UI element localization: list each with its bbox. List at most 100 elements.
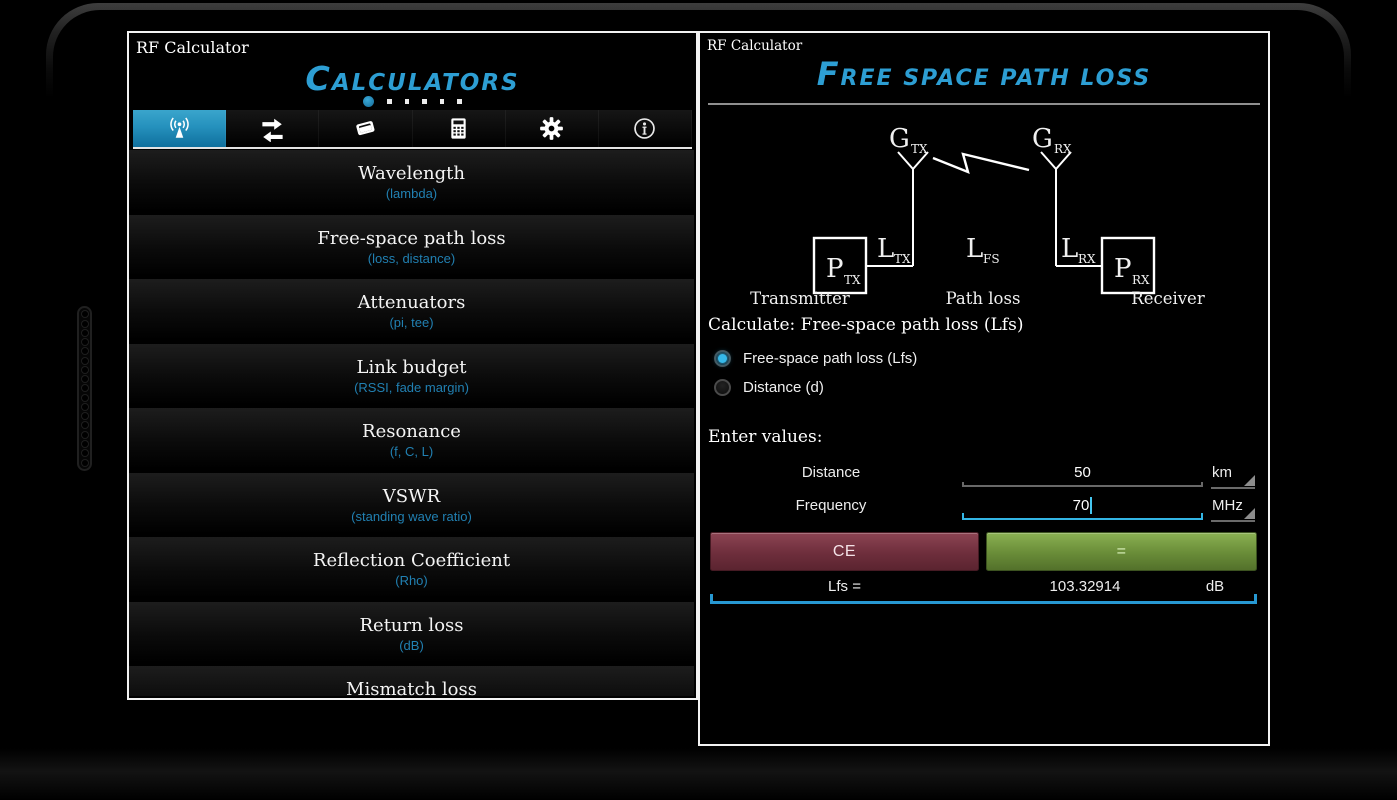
list-item-resonance[interactable]: Resonance (f, C, L) xyxy=(129,408,694,469)
list-item-mismatch-loss[interactable]: Mismatch loss xyxy=(129,666,694,696)
list-item-link-budget[interactable]: Link budget (RSSI, fade margin) xyxy=(129,343,694,405)
calculator-list: Wavelength (lambda) Free-space path loss… xyxy=(129,150,694,696)
list-item-title: VSWR xyxy=(382,485,441,507)
page-dot xyxy=(404,99,410,104)
free-space-path-loss-panel: RF Calculator Free space path loss G TX … xyxy=(698,31,1270,746)
list-item-title: Free-space path loss xyxy=(317,227,506,249)
list-item-subtitle: (dB) xyxy=(399,637,424,653)
list-item-subtitle: (Rho) xyxy=(395,573,428,588)
list-item-return-loss[interactable]: Return loss (dB) xyxy=(129,601,694,663)
radio-distance[interactable]: Distance (d) xyxy=(714,374,824,400)
app-title: RF Calculator xyxy=(707,38,803,54)
distance-input[interactable]: 50 xyxy=(962,457,1203,487)
input-underline xyxy=(962,482,1203,487)
svg-text:FS: FS xyxy=(983,252,1000,266)
list-item-title: Wavelength xyxy=(358,163,465,184)
frequency-input[interactable]: 70 xyxy=(962,490,1203,520)
list-item-title: Link budget xyxy=(356,356,467,378)
result-value[interactable]: 103.32914 xyxy=(1049,578,1121,595)
page-dot-active xyxy=(363,96,375,107)
list-item-wavelength[interactable]: Wavelength (lambda) xyxy=(129,150,694,211)
list-item-subtitle: (standing wave ratio) xyxy=(351,508,472,524)
swap-arrows-icon xyxy=(262,118,283,142)
gtx-label: G xyxy=(889,124,910,154)
distance-label: Distance xyxy=(801,464,861,481)
clear-button[interactable]: CE xyxy=(710,532,979,571)
tab-converters[interactable] xyxy=(226,110,320,147)
ptx-label: P xyxy=(826,254,844,284)
radio-free-space-path-loss[interactable]: Free-space path loss (Lfs) xyxy=(714,345,917,371)
tab-settings[interactable] xyxy=(506,110,599,147)
calculator-icon xyxy=(451,118,466,139)
tab-underline xyxy=(133,147,692,149)
list-item-reflection-coefficient[interactable]: Reflection Coefficient (Rho) xyxy=(129,537,694,598)
unit-label: MHz xyxy=(1212,497,1243,514)
app-title: RF Calculator xyxy=(136,38,249,57)
book-icon xyxy=(356,121,375,136)
frequency-unit-spinner[interactable]: MHz xyxy=(1211,491,1255,522)
speaker-grille xyxy=(77,306,92,471)
svg-text:TX: TX xyxy=(894,252,911,266)
list-item-subtitle: (loss, distance) xyxy=(367,250,456,266)
svg-text:TX: TX xyxy=(911,142,928,156)
page-dot xyxy=(439,99,445,104)
info-icon xyxy=(634,118,656,139)
list-item-title: Resonance xyxy=(362,421,461,442)
list-item-subtitle: (lambda) xyxy=(385,186,438,201)
distance-value: 50 xyxy=(1074,463,1091,481)
svg-text:TX: TX xyxy=(844,273,861,287)
page-dot xyxy=(422,99,427,104)
list-item-title: Reflection Coefficient xyxy=(312,550,511,571)
list-item-vswr[interactable]: VSWR (standing wave ratio) xyxy=(129,472,694,534)
list-item-subtitle: (f, C, L) xyxy=(389,444,434,459)
svg-text:RX: RX xyxy=(1132,273,1150,287)
tab-calculator[interactable] xyxy=(413,110,506,147)
equals-button[interactable]: = xyxy=(986,532,1257,571)
spinner-triangle-icon xyxy=(1244,508,1255,519)
lfs-label: L xyxy=(966,234,983,264)
lrx-label: L xyxy=(1061,234,1078,264)
path-loss-caption: Path loss xyxy=(946,289,1021,308)
distance-unit-spinner[interactable]: km xyxy=(1211,458,1255,489)
ptx-box xyxy=(812,236,868,295)
grx-label: G xyxy=(1032,124,1053,154)
tablet-bezel-bottom xyxy=(0,748,1397,800)
text-cursor xyxy=(1090,496,1093,514)
tab-about[interactable] xyxy=(599,110,693,147)
list-item-title: Return loss xyxy=(359,614,464,636)
tab-calculators[interactable] xyxy=(133,110,227,147)
result-label: Lfs = xyxy=(828,578,861,595)
list-item-subtitle: (pi, tee) xyxy=(389,315,434,330)
input-underline xyxy=(962,513,1203,520)
tab-bar xyxy=(133,110,693,147)
signal-bolt xyxy=(932,152,1030,175)
antenna-icon xyxy=(169,117,189,138)
settings-gear-icon xyxy=(540,117,564,140)
result-underline xyxy=(710,594,1257,604)
list-item-subtitle: (RSSI, fade margin) xyxy=(354,379,469,395)
result-unit: dB xyxy=(1205,578,1225,595)
prx-box xyxy=(1100,236,1156,295)
list-item-free-space-path-loss[interactable]: Free-space path loss (loss, distance) xyxy=(129,214,694,276)
transmitter-caption: Transmitter xyxy=(750,289,850,308)
receiver-caption: Receiver xyxy=(1131,289,1205,308)
radio-label: Distance (d) xyxy=(743,378,824,396)
svg-text:RX: RX xyxy=(1054,142,1072,156)
unit-label: km xyxy=(1212,464,1232,481)
radio-button-icon[interactable] xyxy=(714,349,731,367)
prx-label: P xyxy=(1114,254,1132,284)
radio-button-icon[interactable] xyxy=(714,378,731,396)
list-item-title: Attenuators xyxy=(357,292,466,313)
list-item-attenuators[interactable]: Attenuators (pi, tee) xyxy=(129,279,694,340)
svg-text:RX: RX xyxy=(1078,252,1096,266)
spinner-triangle-icon xyxy=(1244,475,1255,486)
enter-values-heading: Enter values: xyxy=(708,427,823,447)
page-dot xyxy=(387,99,392,104)
tab-reference[interactable] xyxy=(319,110,413,147)
header-divider xyxy=(708,103,1260,105)
frequency-label: Frequency xyxy=(795,497,867,514)
list-item-title: Mismatch loss xyxy=(346,679,477,696)
page-dot xyxy=(457,99,462,104)
distance-input-row: Distance 50 km xyxy=(700,457,1268,489)
